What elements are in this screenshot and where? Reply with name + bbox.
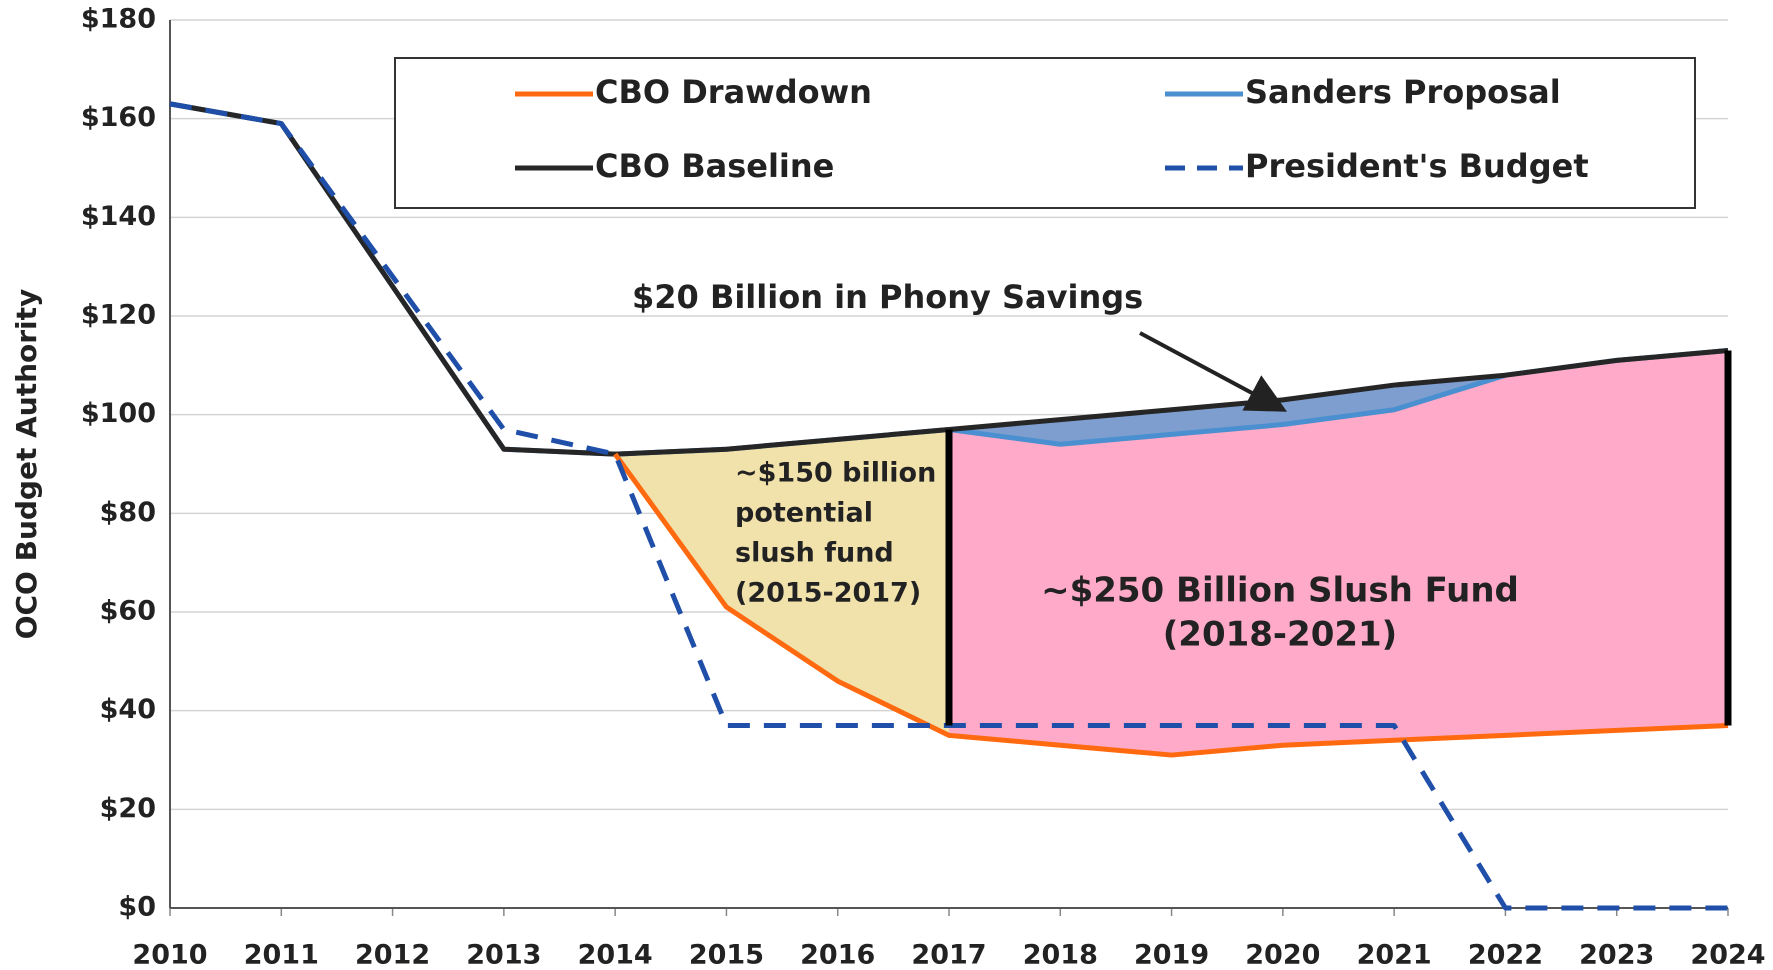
y-tick-label: $100: [81, 398, 156, 429]
legend: CBO Drawdown Sanders Proposal CBO Baseline…: [394, 57, 1696, 209]
x-tick-label: 2015: [689, 940, 764, 970]
x-tick-label: 2020: [1245, 940, 1320, 970]
y-tick-label: $40: [100, 694, 156, 725]
y-tick-label: $160: [81, 102, 156, 133]
x-tick-label: 2023: [1579, 940, 1654, 970]
legend-box: [394, 57, 1696, 209]
x-tick-label: 2024: [1690, 940, 1765, 970]
y-tick-label: $120: [81, 300, 156, 331]
annotation: potential: [735, 498, 873, 529]
area-potential-fund: [615, 429, 949, 736]
annotation: ~$250 Billion Slush Fund: [1041, 571, 1519, 611]
annotation: (2018-2021): [1163, 615, 1397, 655]
series-line: [169, 101, 1728, 911]
y-tick-label: $0: [118, 892, 156, 923]
y-axis-label: OCO Budget Authority: [10, 289, 43, 640]
x-tick-label: 2021: [1357, 940, 1432, 970]
annotation-arrow: [1139, 331, 1288, 412]
x-tick-label: 2018: [1023, 940, 1098, 970]
x-tick-label: 2017: [911, 940, 986, 970]
legend-label: CBO Baseline: [595, 147, 834, 185]
legend-label: CBO Drawdown: [595, 73, 872, 111]
series-line: [613, 452, 1729, 758]
annotation: (2015-2017): [735, 578, 921, 609]
x-tick-label: 2011: [244, 940, 319, 970]
area-phony-savings: [949, 375, 1506, 445]
y-tick-label: $20: [100, 793, 156, 824]
x-tick-label: 2022: [1468, 940, 1543, 970]
annotation: slush fund: [735, 538, 894, 569]
y-tick-label: $80: [100, 497, 156, 528]
annotation: $20 Billion in Phony Savings: [632, 278, 1143, 316]
legend-label: President's Budget: [1245, 147, 1589, 185]
x-tick-label: 2012: [355, 940, 430, 970]
y-tick-label: $60: [100, 596, 156, 627]
x-tick-label: 2010: [132, 940, 207, 970]
x-tick-label: 2014: [578, 940, 653, 970]
x-tick-label: 2019: [1134, 940, 1209, 970]
y-tick-label: $140: [81, 201, 156, 232]
x-tick-label: 2013: [466, 940, 541, 970]
area-slush-fund: [949, 350, 1728, 756]
x-tick-label: 2016: [800, 940, 875, 970]
y-tick-label: $180: [81, 4, 156, 35]
annotation: ~$150 billion: [735, 458, 936, 489]
legend-label: Sanders Proposal: [1245, 73, 1561, 111]
